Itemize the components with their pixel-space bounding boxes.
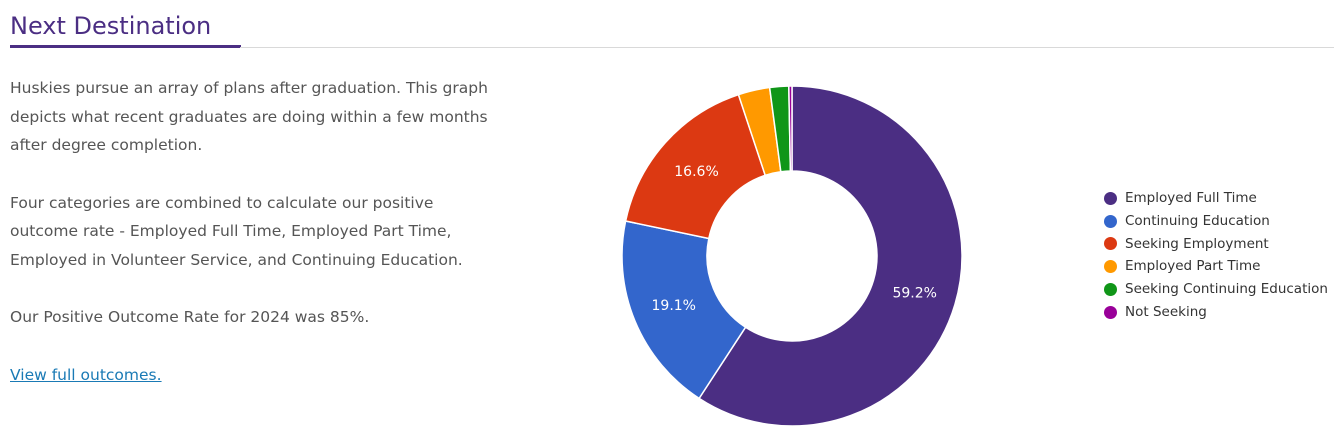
destination-donut-chart: 59.2% 19.1% 16.6% <box>621 85 963 427</box>
header-divider <box>240 47 1334 48</box>
legend-item[interactable]: Employed Full Time <box>1104 187 1328 210</box>
intro-text: Huskies pursue an array of plans after g… <box>10 74 490 418</box>
donut-slice-continuing-education[interactable] <box>621 220 747 400</box>
donut-slice-employed-full-time[interactable] <box>698 85 963 427</box>
legend-item[interactable]: Seeking Employment <box>1104 233 1328 256</box>
positive-outcome-rate: Our Positive Outcome Rate for 2024 was 8… <box>10 308 370 326</box>
page-title: Next Destination <box>10 12 212 40</box>
legend-label: Continuing Education <box>1125 212 1270 229</box>
slice-value-label: 19.1% <box>652 298 696 314</box>
legend-item[interactable]: Seeking Continuing Education <box>1104 278 1328 301</box>
donut-slice-seeking-employment[interactable] <box>624 93 767 240</box>
legend-label: Seeking Continuing Education <box>1125 281 1328 298</box>
intro-paragraph: Huskies pursue an array of plans after g… <box>10 79 488 154</box>
legend-label: Not Seeking <box>1125 303 1207 320</box>
title-underline <box>10 45 241 48</box>
legend-swatch <box>1104 305 1117 319</box>
intro-paragraph: Four categories are combined to calculat… <box>10 193 463 269</box>
legend-item[interactable]: Not Seeking <box>1104 301 1328 324</box>
legend-item[interactable]: Employed Part Time <box>1104 255 1328 278</box>
legend-item[interactable]: Continuing Education <box>1104 210 1328 233</box>
legend-swatch <box>1104 260 1117 274</box>
section-header: Next Destination <box>0 0 1334 50</box>
view-full-outcomes-link[interactable]: View full outcomes. <box>10 365 162 384</box>
slice-value-label: 59.2% <box>892 285 936 301</box>
chart-legend: Employed Full Time Continuing Education Se… <box>1104 187 1328 324</box>
legend-swatch <box>1104 214 1117 228</box>
legend-label: Employed Full Time <box>1125 190 1257 206</box>
legend-swatch <box>1104 191 1117 205</box>
legend-swatch <box>1104 283 1117 297</box>
legend-label: Employed Part Time <box>1125 258 1261 275</box>
legend-label: Seeking Employment <box>1125 235 1269 252</box>
donut-slice-not-seeking[interactable] <box>788 85 793 172</box>
slice-value-label: 16.6% <box>674 164 718 180</box>
legend-swatch <box>1104 237 1117 251</box>
